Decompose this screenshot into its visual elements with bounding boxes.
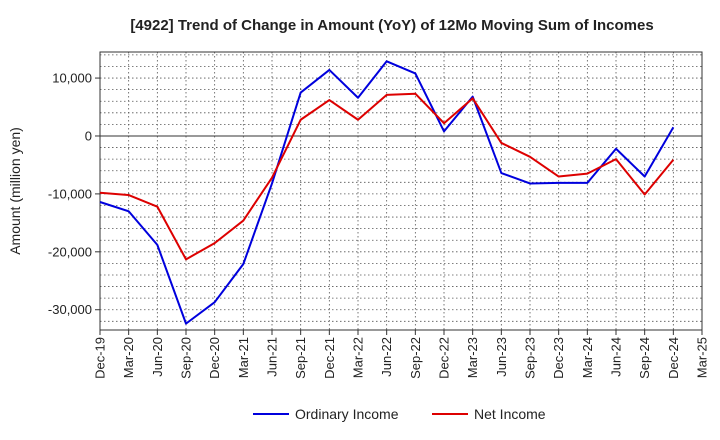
y-axis-label: Amount (million yen)	[7, 127, 23, 255]
x-tick-label: Jun-21	[265, 337, 280, 377]
legend-label: Ordinary Income	[295, 406, 399, 422]
series-group	[99, 60, 675, 325]
x-tick-label: Jun-23	[494, 337, 509, 377]
y-tick-label: -20,000	[48, 244, 92, 259]
x-tick-label: Jun-22	[379, 337, 394, 377]
chart-title: [4922] Trend of Change in Amount (YoY) o…	[130, 17, 653, 34]
x-tick-label: Dec-19	[93, 337, 108, 379]
legend: Ordinary Income Net Income	[253, 406, 546, 422]
y-axis: 10,000 0 -10,000 -20,000 -30,000	[48, 71, 100, 317]
x-tick-label: Mar-24	[580, 337, 595, 378]
x-tick-label: Sep-24	[637, 337, 652, 379]
x-tick-label: Mar-20	[121, 337, 136, 378]
x-tick-label: Mar-25	[695, 337, 710, 378]
y-tick-label: 0	[85, 128, 92, 143]
x-tick-label: Dec-22	[437, 337, 452, 379]
x-tick-label: Dec-24	[666, 337, 681, 379]
series-line-ordinary-income	[99, 60, 675, 325]
series-line-net-income	[99, 92, 675, 261]
y-tick-label: 10,000	[52, 71, 92, 86]
x-tick-label: Mar-23	[465, 337, 480, 378]
x-tick-label: Dec-20	[207, 337, 222, 379]
x-tick-label: Sep-22	[408, 337, 423, 379]
legend-label: Net Income	[474, 406, 546, 422]
plot-area	[99, 51, 703, 331]
x-tick-label: Dec-21	[322, 337, 337, 379]
x-tick-label: Jun-24	[609, 337, 624, 377]
x-axis: Dec-19 Mar-20 Jun-20 Sep-20 Dec-20 Mar-21 Jun-…	[93, 330, 710, 379]
x-tick-label: Dec-23	[551, 337, 566, 379]
x-tick-label: Jun-20	[150, 337, 165, 377]
y-tick-label: -30,000	[48, 302, 92, 317]
x-tick-label: Sep-23	[523, 337, 538, 379]
y-tick-label: -10,000	[48, 186, 92, 201]
x-tick-label: Sep-20	[179, 337, 194, 379]
x-tick-label: Sep-21	[293, 337, 308, 379]
grid	[99, 52, 703, 330]
x-tick-label: Mar-22	[351, 337, 366, 378]
x-tick-label: Mar-21	[236, 337, 251, 378]
